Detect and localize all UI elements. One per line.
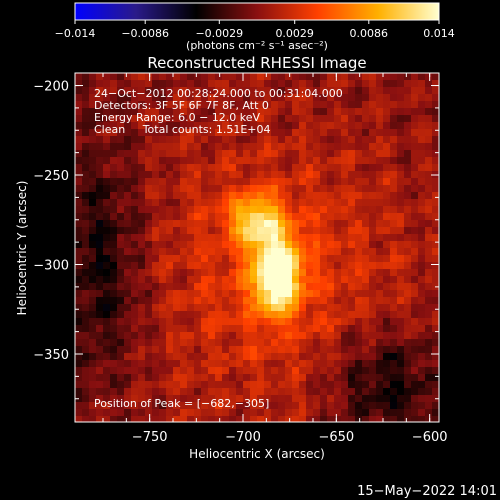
x-tick-label: −600 [412,430,448,445]
annotation-time-range: 24−Oct−2012 00:28:24.000 to 00:31:04.000 [94,87,343,100]
x-axis-title: Heliocentric X (arcsec) [189,447,325,461]
x-tick-label: −700 [225,430,261,445]
peak-position-label: Position of Peak = [−682,−305] [94,397,269,410]
colorbar-ticks: −0.014 −0.0086 −0.0029 0.0029 0.0086 0.014 [55,20,455,40]
colorbar-tick-label: 0.0029 [275,27,314,40]
annotation-detectors: Detectors: 3F 5F 6F 7F 8F, Att 0 [94,99,269,112]
colorbar-tick-label: −0.0029 [195,27,243,40]
plot-frame [74,72,440,423]
timestamp: 15−May−2022 14:01 [357,484,497,499]
axis-ticks: −750 −700 −650 −600 −200 −250 −300 −350 [33,73,448,445]
x-tick-label: −650 [318,430,354,445]
colorbar-units-label: (photons cm⁻² s⁻¹ asec⁻²) [186,39,328,52]
heatmap-image [75,73,439,422]
y-tick-label: −350 [33,348,69,363]
y-tick-label: −250 [33,169,69,184]
y-tick-label: −300 [33,259,69,274]
annotation-energy-range: Energy Range: 6.0 − 12.0 keV [94,111,261,124]
colorbar-tick-label: 0.014 [423,27,455,40]
colorbar-tick-label: 0.0086 [350,27,389,40]
x-tick-label: −750 [132,430,168,445]
annotation-clean-counts: Clean Total counts: 1.51E+04 [94,123,271,136]
colorbar-tick-label: −0.0086 [121,27,169,40]
y-tick-label: −200 [33,80,69,95]
chart-title: Reconstructed RHESSI Image [147,54,366,72]
colorbar [74,2,440,21]
colorbar-tick-label: −0.014 [55,27,96,40]
y-axis-title: Heliocentric Y (arcsec) [15,181,29,316]
